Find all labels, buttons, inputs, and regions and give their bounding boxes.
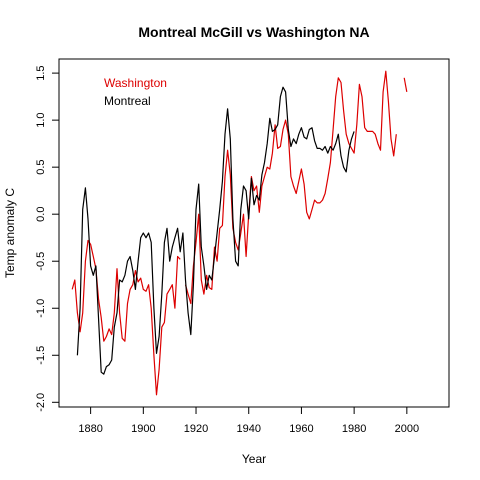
y-tick-label: 0.0: [35, 207, 47, 222]
legend-label-montreal: Montreal: [104, 94, 151, 108]
y-tick-label: -2.0: [35, 393, 47, 412]
plot-frame: [58, 58, 450, 408]
series-line-washington: [71, 239, 181, 396]
y-tick-label: -1.5: [35, 346, 47, 365]
x-tick-label: 1980: [342, 423, 366, 435]
x-tick-label: 1880: [78, 423, 102, 435]
y-tick-label: 0.5: [35, 160, 47, 175]
chart-title: Montreal McGill vs Washington NA: [138, 24, 369, 40]
x-axis-label: Year: [242, 452, 266, 466]
x-tick-label: 1940: [236, 423, 260, 435]
series-line-montreal: [76, 86, 355, 375]
x-tick-label: 1920: [184, 423, 208, 435]
y-axis-label: Temp anomaly C: [3, 188, 17, 278]
y-tick-label: 1.0: [35, 112, 47, 127]
series-line-washington: [184, 70, 397, 305]
legend: Washington Montreal: [104, 76, 167, 108]
y-tick-label: -1.0: [35, 299, 47, 318]
y-tick-label: -0.5: [35, 252, 47, 271]
x-axis: 1880 1900 1920 1940 1960 1980 2000: [78, 406, 419, 435]
series-line-washington: [403, 77, 408, 93]
x-tick-label: 2000: [395, 423, 419, 435]
series-layer: [71, 70, 408, 396]
x-tick-label: 1960: [289, 423, 313, 435]
legend-label-washington: Washington: [104, 76, 167, 90]
y-axis: -2.0 -1.5 -1.0 -0.5 0.0 0.5 1.0 1.5: [35, 65, 60, 412]
y-tick-label: 1.5: [35, 65, 47, 80]
x-tick-label: 1900: [131, 423, 155, 435]
